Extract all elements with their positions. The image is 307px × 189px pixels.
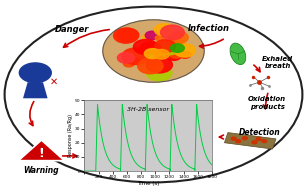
Circle shape (122, 48, 149, 65)
Circle shape (145, 31, 159, 40)
Circle shape (117, 53, 135, 63)
Ellipse shape (230, 43, 246, 65)
Circle shape (144, 51, 153, 56)
Text: ✕: ✕ (50, 76, 58, 86)
Text: Detection: Detection (239, 128, 280, 137)
Circle shape (154, 24, 174, 36)
Circle shape (114, 28, 138, 43)
Circle shape (236, 140, 241, 143)
FancyArrowPatch shape (200, 39, 223, 48)
Circle shape (174, 44, 196, 57)
Circle shape (252, 141, 257, 144)
Circle shape (171, 44, 184, 52)
FancyArrowPatch shape (220, 135, 223, 139)
Text: Infection: Infection (188, 24, 230, 33)
Circle shape (155, 36, 163, 41)
Text: Oxidation
products: Oxidation products (248, 96, 286, 110)
Circle shape (167, 37, 183, 47)
Circle shape (138, 58, 163, 74)
Circle shape (146, 65, 172, 81)
Text: !: ! (39, 147, 44, 160)
Circle shape (170, 50, 183, 58)
Circle shape (117, 30, 134, 41)
FancyArrowPatch shape (29, 101, 34, 125)
Text: Danger: Danger (55, 25, 89, 34)
Circle shape (144, 49, 161, 59)
Circle shape (117, 28, 139, 42)
Y-axis label: Response (Ra/Rg): Response (Ra/Rg) (68, 114, 73, 157)
Circle shape (153, 45, 161, 51)
Circle shape (134, 40, 157, 54)
FancyArrowPatch shape (64, 29, 109, 47)
Circle shape (19, 63, 51, 83)
Circle shape (166, 51, 181, 60)
Circle shape (161, 25, 184, 40)
Circle shape (256, 138, 261, 141)
Circle shape (162, 45, 177, 55)
Text: Warning: Warning (24, 166, 59, 175)
Circle shape (154, 50, 169, 59)
Polygon shape (224, 132, 276, 149)
FancyArrowPatch shape (263, 93, 268, 109)
Circle shape (103, 20, 204, 82)
Text: Exhaled
breath: Exhaled breath (262, 56, 293, 69)
Circle shape (146, 57, 172, 73)
Circle shape (231, 137, 236, 140)
Polygon shape (18, 140, 64, 161)
Circle shape (142, 34, 153, 40)
Polygon shape (23, 82, 48, 98)
Circle shape (132, 58, 140, 63)
Circle shape (155, 40, 176, 53)
X-axis label: Time (s): Time (s) (137, 181, 159, 186)
Circle shape (243, 137, 247, 140)
FancyArrowPatch shape (63, 154, 77, 158)
Circle shape (179, 51, 191, 58)
Circle shape (123, 60, 134, 67)
Circle shape (168, 31, 188, 44)
Circle shape (262, 140, 267, 143)
Text: 3H-2B sensor: 3H-2B sensor (127, 107, 169, 112)
FancyArrowPatch shape (254, 65, 260, 72)
Circle shape (141, 42, 161, 54)
Ellipse shape (5, 7, 302, 182)
